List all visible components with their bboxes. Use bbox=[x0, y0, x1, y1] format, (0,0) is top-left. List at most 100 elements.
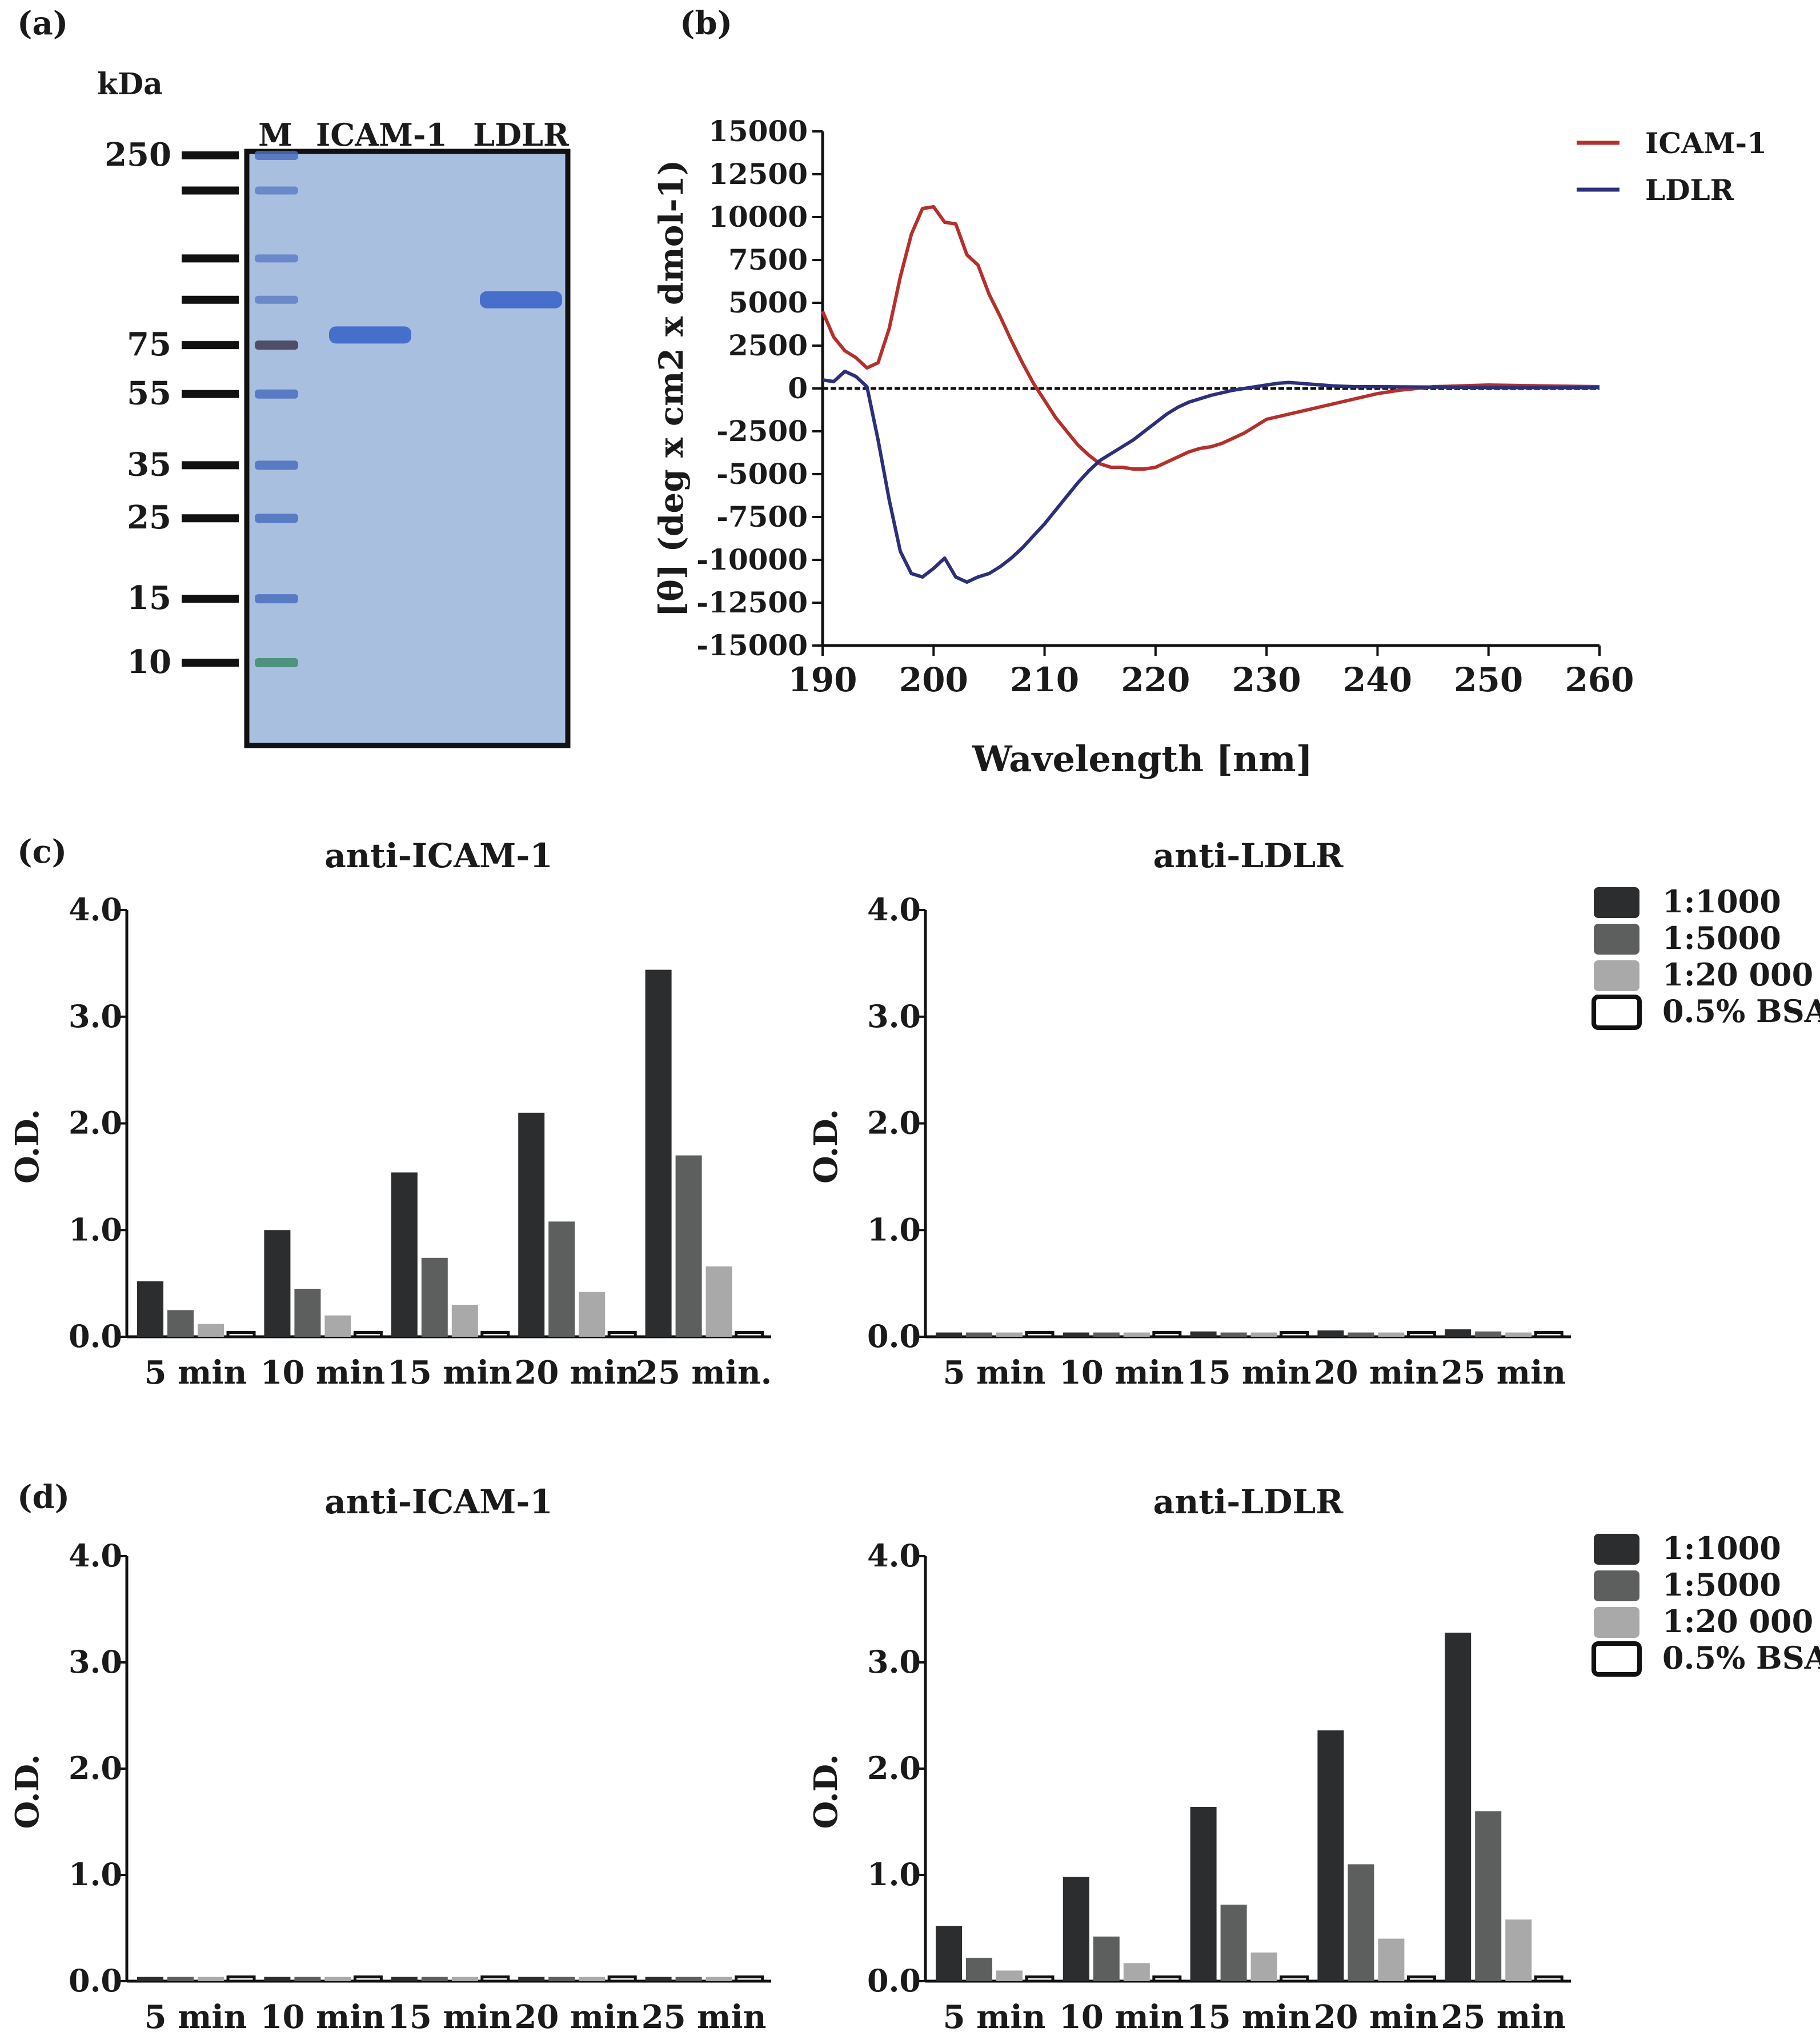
panel-b-label: (b) bbox=[680, 5, 732, 42]
legend-label: 0.5% BSA bbox=[1662, 993, 1820, 1029]
bar bbox=[1406, 1331, 1436, 1338]
bar bbox=[996, 1332, 1023, 1337]
bar bbox=[324, 1315, 351, 1337]
bar bbox=[1093, 1936, 1120, 1981]
y-tick-label: 5000 bbox=[728, 286, 808, 319]
bar bbox=[548, 1977, 575, 1981]
chart-title: anti-ICAM-1 bbox=[324, 1482, 553, 1521]
series-line-icam-1 bbox=[821, 205, 1600, 471]
bar bbox=[451, 1304, 478, 1337]
y-tick-label: 2.0 bbox=[69, 1105, 122, 1141]
x-tick-label: 10 min bbox=[1059, 1998, 1184, 2036]
chart-title: anti-LDLR bbox=[1153, 1482, 1344, 1521]
ladder-label: 55 bbox=[127, 375, 171, 412]
bar bbox=[1348, 1332, 1374, 1337]
x-tick-label: 15 min bbox=[387, 1354, 512, 1392]
y-tick-label: 12500 bbox=[708, 157, 808, 191]
x-tick-label: 260 bbox=[1565, 660, 1634, 699]
legend-label: 1:20 000 bbox=[1662, 1603, 1813, 1640]
bar bbox=[1093, 1332, 1120, 1337]
chart-title: anti-ICAM-1 bbox=[324, 836, 553, 875]
gel-unit-label: kDa bbox=[97, 67, 163, 102]
bar bbox=[1317, 1730, 1344, 1981]
legend-label: 1:1000 bbox=[1662, 883, 1781, 920]
bar bbox=[1152, 1975, 1182, 1983]
legend-swatch bbox=[1594, 1534, 1639, 1565]
ladder-label: 250 bbox=[105, 136, 171, 174]
protein-band bbox=[480, 291, 562, 308]
x-tick-label: 10 min bbox=[1059, 1354, 1184, 1392]
y-tick-label: 2500 bbox=[728, 328, 808, 362]
bar bbox=[579, 1977, 606, 1981]
ladder-band bbox=[255, 658, 298, 667]
y-tick-label: 7500 bbox=[728, 243, 808, 276]
ladder-label: 15 bbox=[127, 579, 171, 617]
bar bbox=[705, 1977, 732, 1981]
bar bbox=[137, 1977, 163, 1981]
bar bbox=[675, 1155, 702, 1337]
legend-label: 1:5000 bbox=[1662, 1566, 1781, 1603]
bar bbox=[705, 1266, 732, 1337]
y-tick-label: 4.0 bbox=[69, 891, 122, 928]
bar bbox=[1534, 1975, 1564, 1983]
y-tick-label: -5000 bbox=[716, 457, 808, 491]
bar bbox=[675, 1977, 702, 1981]
legend-label: LDLR bbox=[1645, 173, 1734, 207]
legend-swatch bbox=[1594, 924, 1639, 955]
y-axis-label: O.D. bbox=[807, 1754, 845, 1829]
x-tick-label: 10 min bbox=[260, 1998, 386, 2036]
bar bbox=[548, 1221, 575, 1337]
y-tick-label: 1.0 bbox=[69, 1856, 122, 1893]
ladder-band bbox=[255, 254, 298, 263]
bar bbox=[1348, 1864, 1374, 1981]
protein-band bbox=[329, 326, 411, 344]
bar bbox=[391, 1977, 418, 1981]
bar bbox=[1190, 1806, 1217, 1981]
bar bbox=[294, 1977, 321, 1981]
x-tick-label: 5 min bbox=[145, 1354, 247, 1392]
bar bbox=[264, 1230, 291, 1337]
bar bbox=[1063, 1877, 1089, 1981]
legend-label: 1:20 000 bbox=[1662, 956, 1813, 993]
y-tick-label: 0.0 bbox=[867, 1962, 921, 1999]
legend-label: 1:5000 bbox=[1662, 920, 1781, 956]
y-tick-label: 0.0 bbox=[867, 1318, 921, 1354]
y-tick-label: -12500 bbox=[696, 586, 808, 619]
bar bbox=[353, 1331, 383, 1338]
bar bbox=[1317, 1330, 1344, 1337]
bar bbox=[1220, 1332, 1247, 1337]
x-tick-label: 25 min bbox=[642, 1998, 767, 2036]
bar bbox=[735, 1331, 764, 1338]
bar bbox=[1445, 1632, 1472, 1981]
x-tick-label: 25 min bbox=[1441, 1354, 1566, 1392]
legend-label: 1:1000 bbox=[1662, 1530, 1781, 1566]
ladder-band bbox=[255, 594, 298, 604]
ladder-band bbox=[255, 151, 298, 160]
bar bbox=[1505, 1919, 1532, 1981]
ladder-label: 35 bbox=[127, 446, 171, 483]
y-tick-label: 4.0 bbox=[867, 891, 921, 928]
ladder-label: 75 bbox=[127, 326, 171, 363]
x-tick-label: 20 min bbox=[514, 1998, 639, 2036]
panel-a-label: (a) bbox=[17, 5, 68, 42]
panel-d-label: (d) bbox=[17, 1478, 70, 1516]
bar bbox=[1123, 1332, 1150, 1337]
bar bbox=[607, 1331, 637, 1338]
y-axis-label: O.D. bbox=[807, 1109, 845, 1184]
y-tick-label: 1.0 bbox=[867, 1211, 921, 1248]
gel-lane-label-icam: ICAM-1 bbox=[316, 117, 447, 153]
bar bbox=[226, 1975, 256, 1983]
bar bbox=[1190, 1331, 1217, 1337]
bar bbox=[137, 1281, 163, 1337]
x-tick-label: 20 min bbox=[514, 1354, 639, 1392]
legend-swatch bbox=[1592, 995, 1642, 1030]
y-tick-label: 2.0 bbox=[69, 1750, 122, 1786]
bar bbox=[1250, 1952, 1277, 1981]
x-tick-label: 230 bbox=[1232, 660, 1301, 699]
x-tick-label: 240 bbox=[1343, 660, 1412, 699]
y-tick-label: 0 bbox=[788, 371, 808, 405]
bar bbox=[324, 1977, 351, 1981]
legend-swatch bbox=[1594, 887, 1639, 918]
bar bbox=[353, 1975, 383, 1983]
